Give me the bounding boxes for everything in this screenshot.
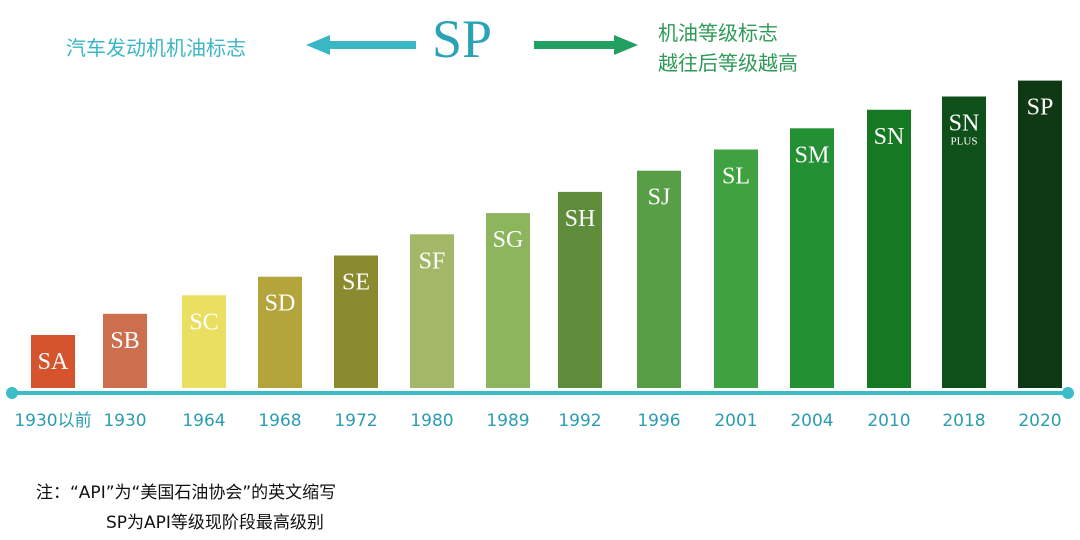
bar-label-9: SL (722, 164, 750, 190)
x-tick-label-13: 2020 (1018, 411, 1061, 431)
bar-6 (486, 213, 530, 388)
bar-4 (334, 255, 378, 388)
bar-1 (103, 313, 147, 388)
bar-label-5: SF (419, 248, 446, 274)
right-arrow-shape (534, 35, 638, 55)
bar-13 (1018, 80, 1062, 388)
right-arrow-icon (534, 35, 638, 55)
bar-3 (258, 276, 302, 388)
bar-label-6: SG (493, 227, 524, 253)
chart: SA 1930以前 SB 1930 SC 1964 SD 1968 SE 1972 SF 1980 SG… (6, 80, 1074, 431)
x-tick-label-12: 2018 (942, 411, 985, 431)
x-tick-label-7: 1992 (558, 411, 601, 431)
bar-label-11: SN (874, 124, 905, 150)
bar-label-7: SH (565, 206, 596, 232)
x-tick-label-11: 2010 (867, 411, 910, 431)
bar-2 (182, 295, 226, 388)
bar-5 (410, 234, 454, 388)
bar-label-2: SC (189, 309, 218, 335)
x-tick-label-0: 1930以前 (14, 411, 91, 431)
footnote-line1: 注：“API”为“美国石油协会”的英文缩写 (36, 483, 337, 503)
bar-12 (942, 96, 986, 388)
bar-9 (714, 149, 758, 388)
footnote-line2: SP为API等级现阶段最高级别 (106, 513, 324, 533)
header-right-line1: 机油等级标志 (658, 21, 778, 45)
x-tick-label-2: 1964 (182, 411, 225, 431)
bar-label-10: SM (795, 142, 830, 168)
bar-11 (867, 109, 911, 388)
x-tick-label-1: 1930 (103, 411, 146, 431)
x-tick-label-10: 2004 (790, 411, 833, 431)
x-tick-label-5: 1980 (410, 411, 453, 431)
bar-label-8: SJ (648, 185, 671, 211)
left-arrow-shape (306, 35, 416, 55)
footnote: 注：“API”为“美国石油协会”的英文缩写 SP为API等级现阶段最高级别 (36, 478, 336, 538)
x-axis-start-dot (6, 387, 18, 399)
bar-label-12: SN (949, 111, 980, 137)
bar-label-0: SA (38, 349, 69, 375)
x-tick-label-9: 2001 (714, 411, 757, 431)
header-left-text: 汽车发动机机油标志 (66, 36, 246, 60)
header-right-line2: 越往后等级越高 (658, 51, 798, 75)
x-tick-label-8: 1996 (637, 411, 680, 431)
bar-label-3: SD (265, 291, 296, 317)
x-tick-label-4: 1972 (334, 411, 377, 431)
left-arrow-icon (306, 35, 416, 55)
x-tick-label-6: 1989 (486, 411, 529, 431)
header-right-text: 机油等级标志 越往后等级越高 (658, 18, 798, 78)
x-tick-label-3: 1968 (258, 411, 301, 431)
bar-0 (31, 335, 75, 388)
x-axis-end-dot (1062, 387, 1074, 399)
bar-10 (790, 128, 834, 389)
bar-sublabel-12: PLUS (951, 136, 978, 148)
bar-7 (558, 191, 602, 388)
bar-label-13: SP (1027, 95, 1054, 121)
bar-label-1: SB (110, 328, 139, 354)
bar-8 (637, 170, 681, 388)
bar-label-4: SE (342, 270, 370, 296)
header-center-title: SP (432, 9, 493, 69)
